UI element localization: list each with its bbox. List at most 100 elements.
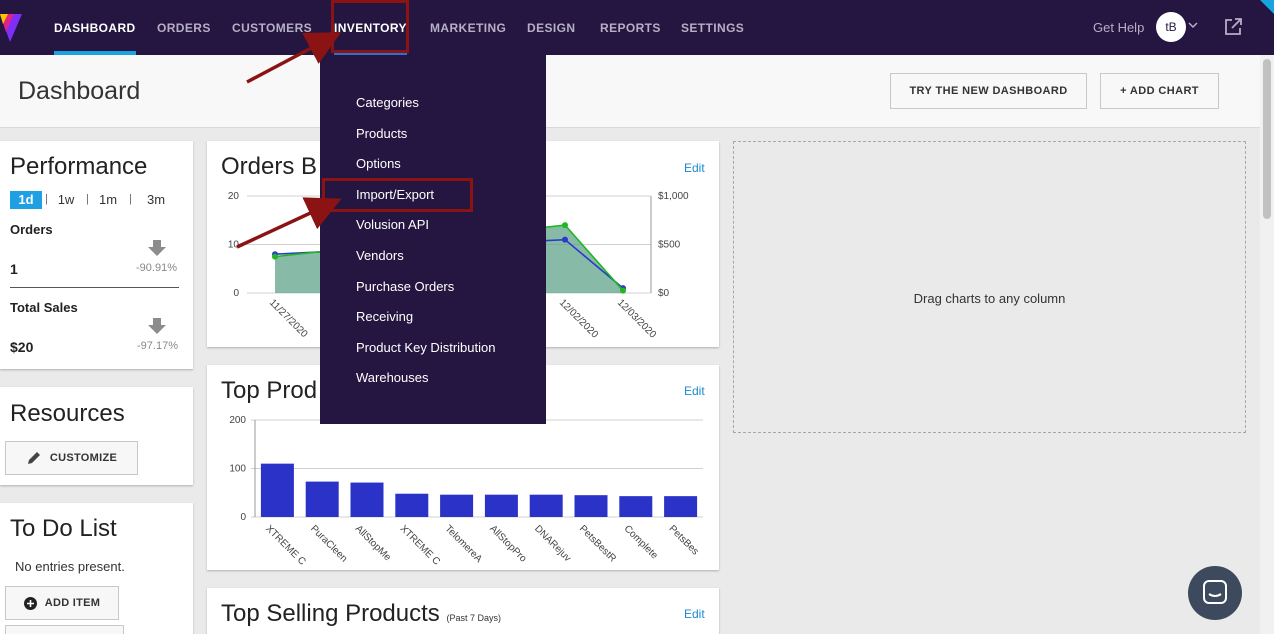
get-help-link[interactable]: Get Help bbox=[1093, 20, 1145, 35]
menu-item-receiving[interactable]: Receiving bbox=[356, 309, 414, 324]
chat-icon bbox=[1203, 580, 1227, 604]
x-tick-label: XTREME C bbox=[263, 523, 307, 565]
external-link-icon[interactable] bbox=[1224, 18, 1242, 36]
add-item-button[interactable]: ADD ITEM bbox=[5, 586, 119, 620]
drop-zone[interactable]: Drag charts to any column bbox=[733, 141, 1246, 433]
menu-item-purchase-orders[interactable]: Purchase Orders bbox=[356, 279, 455, 294]
nav-settings[interactable]: SETTINGS bbox=[681, 21, 745, 35]
tab-separator: | bbox=[129, 193, 132, 205]
top-selling-title-text: Top Selling Products bbox=[221, 600, 440, 627]
y-left-tick-label: 10 bbox=[228, 240, 240, 251]
volusion-logo[interactable] bbox=[0, 8, 26, 48]
customize-label: CUSTOMIZE bbox=[49, 452, 118, 464]
y-left-tick-label: 20 bbox=[228, 191, 240, 202]
arrow-down-icon bbox=[148, 240, 166, 256]
corner-indicator bbox=[1260, 0, 1274, 14]
x-tick-label: PuraCleen bbox=[308, 523, 349, 564]
menu-item-categories[interactable]: Categories bbox=[356, 95, 419, 110]
nav-dashboard[interactable]: DASHBOARD bbox=[54, 0, 136, 55]
y-tick-label: 0 bbox=[240, 512, 246, 523]
inventory-menu: Categories Products Options Import/Expor… bbox=[320, 55, 546, 424]
tab-1m[interactable]: 1m bbox=[98, 192, 118, 207]
bar bbox=[574, 495, 608, 517]
nav-inventory[interactable]: INVENTORY bbox=[334, 0, 407, 55]
chevron-down-icon[interactable] bbox=[1188, 18, 1198, 32]
plus-circle-icon bbox=[23, 596, 37, 610]
top-selling-title: Top Selling Products (Past 7 Days) bbox=[221, 600, 501, 628]
nav-marketing[interactable]: MARKETING bbox=[430, 21, 507, 35]
orders-chart-title: Orders B bbox=[221, 153, 318, 180]
menu-item-vendors[interactable]: Vendors bbox=[356, 248, 404, 263]
x-tick-label: AllStopPro bbox=[487, 523, 528, 564]
inventory-highlight-box bbox=[331, 0, 409, 53]
tab-1d[interactable]: 1d bbox=[10, 191, 42, 209]
add-item-label: ADD ITEM bbox=[44, 597, 101, 609]
x-tick-label: Complete bbox=[622, 523, 660, 561]
bar bbox=[440, 494, 474, 517]
todo-title: To Do List bbox=[10, 515, 117, 542]
orders-edit-link[interactable]: Edit bbox=[684, 161, 705, 175]
performance-title: Performance bbox=[10, 153, 148, 180]
y-tick-label: 100 bbox=[229, 464, 246, 475]
add-chart-button[interactable]: + ADD CHART bbox=[1100, 73, 1219, 109]
bar bbox=[664, 496, 698, 517]
y-right-tick-label: $0 bbox=[658, 288, 670, 299]
x-tick-label: 11/27/2020 bbox=[267, 297, 310, 340]
resources-card: Resources CUSTOMIZE bbox=[0, 387, 193, 485]
data-point bbox=[620, 287, 626, 294]
y-right-tick-label: $1,000 bbox=[658, 191, 689, 202]
nav-customers[interactable]: CUSTOMERS bbox=[232, 21, 313, 35]
x-tick-label: PetsBestR bbox=[577, 523, 618, 564]
data-point bbox=[562, 222, 568, 229]
x-tick-label: PetsBes bbox=[666, 523, 700, 557]
scrollbar-thumb[interactable] bbox=[1263, 59, 1271, 219]
customize-button[interactable]: CUSTOMIZE bbox=[5, 441, 138, 475]
menu-item-product-key-distribution[interactable]: Product Key Distribution bbox=[356, 340, 496, 355]
tab-1w[interactable]: 1w bbox=[57, 192, 75, 207]
performance-card: Performance 1d | 1w | 1m | 3m Orders 1 -… bbox=[0, 141, 193, 369]
vertical-scrollbar[interactable] bbox=[1260, 55, 1274, 634]
top-products-edit-link[interactable]: Edit bbox=[684, 384, 705, 398]
nav-reports[interactable]: REPORTS bbox=[600, 21, 661, 35]
import-export-highlight-box bbox=[322, 178, 473, 212]
drop-zone-text: Drag charts to any column bbox=[913, 291, 1066, 306]
y-tick-label: 200 bbox=[229, 415, 246, 426]
menu-item-products[interactable]: Products bbox=[356, 126, 408, 141]
tab-3m[interactable]: 3m bbox=[146, 192, 166, 207]
total-sales-value: $20 bbox=[10, 339, 34, 355]
orders-label: Orders bbox=[10, 222, 53, 237]
todo-empty-text: No entries present. bbox=[15, 559, 125, 574]
x-tick-label: 12/03/2020 bbox=[615, 297, 658, 340]
top-products-card: Top Prod Edit 200 100 0 XTREME C PuraCleen Al… bbox=[207, 365, 719, 570]
top-selling-subtitle: (Past 7 Days) bbox=[446, 613, 501, 623]
try-new-dashboard-button[interactable]: TRY THE NEW DASHBOARD bbox=[890, 73, 1087, 109]
orders-change: -90.91% bbox=[136, 262, 177, 274]
nav-orders[interactable]: ORDERS bbox=[157, 21, 211, 35]
bar bbox=[484, 494, 518, 517]
menu-item-import-export[interactable]: Import/Export bbox=[356, 187, 435, 202]
page-header: Dashboard TRY THE NEW DASHBOARD + ADD CH… bbox=[0, 55, 1260, 128]
menu-item-volusion-api[interactable]: Volusion API bbox=[356, 217, 429, 232]
orders-value: 1 bbox=[10, 261, 18, 277]
menu-item-options[interactable]: Options bbox=[356, 156, 401, 171]
chat-button[interactable] bbox=[1188, 566, 1242, 620]
pencil-icon bbox=[27, 452, 40, 464]
y-right-tick-label: $500 bbox=[658, 240, 681, 251]
bar bbox=[260, 463, 294, 517]
avatar[interactable]: tB bbox=[1156, 12, 1186, 42]
divider bbox=[10, 287, 179, 288]
bar bbox=[305, 481, 339, 517]
data-point bbox=[272, 253, 278, 260]
top-products-title: Top Prod bbox=[221, 377, 318, 404]
menu-item-warehouses[interactable]: Warehouses bbox=[356, 370, 429, 385]
x-tick-label: 12/02/2020 bbox=[557, 297, 600, 340]
x-tick-label: XTREME C bbox=[398, 523, 442, 565]
todo-card: To Do List No entries present. ADD ITEM bbox=[0, 503, 193, 634]
x-tick-label: TelomereA bbox=[442, 523, 484, 565]
resources-title: Resources bbox=[10, 400, 125, 427]
secondary-button[interactable] bbox=[5, 625, 124, 634]
top-selling-edit-link[interactable]: Edit bbox=[684, 607, 705, 621]
y-left-tick-label: 0 bbox=[233, 288, 239, 299]
nav-design[interactable]: DESIGN bbox=[527, 21, 576, 35]
bar bbox=[619, 496, 653, 517]
